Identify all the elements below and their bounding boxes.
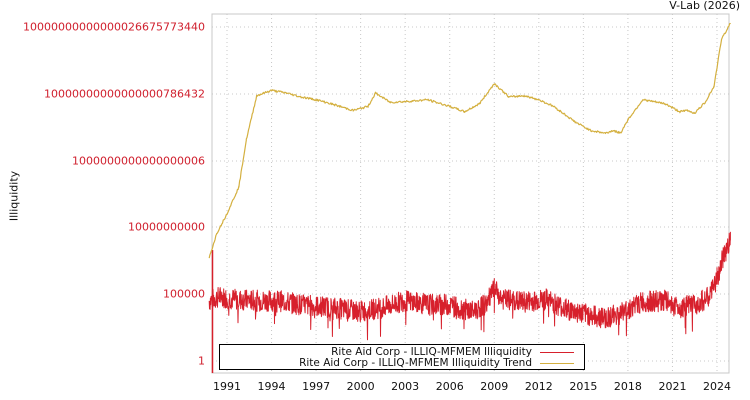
- y-tick-label: 1000000000000000006: [72, 154, 205, 168]
- illiquidity-line: [208, 231, 731, 341]
- legend-label: Rite Aid Corp - ILLIQ-MFMEM Illiquidity …: [299, 357, 532, 369]
- legend-swatch-red: [540, 351, 574, 353]
- y-tick-label: 1: [198, 354, 205, 368]
- y-tick-label: 10000000000000000786432: [44, 87, 205, 101]
- x-tick-label: 2006: [435, 380, 464, 393]
- chart-credit: V-Lab (2026): [669, 0, 740, 12]
- gridlines: [212, 14, 729, 373]
- legend-item-illiquidity: Rite Aid Corp - ILLIQ-MFMEM Illiquidity: [331, 346, 574, 358]
- legend-label: Rite Aid Corp - ILLIQ-MFMEM Illiquidity: [331, 346, 532, 358]
- x-tick-label: 2000: [346, 380, 375, 393]
- x-tick-label: 2012: [524, 380, 553, 393]
- series-lines: [208, 22, 732, 341]
- y-tick-label: 10000000000000026675773440: [23, 20, 205, 34]
- x-tick-label: 1991: [213, 380, 241, 393]
- x-tick-label: 2009: [480, 380, 509, 393]
- x-tick-label: 2024: [703, 380, 731, 393]
- x-tick-label: 1994: [257, 380, 286, 393]
- x-tick-label: 2015: [569, 380, 598, 393]
- plot-frame: [211, 13, 730, 374]
- x-tick-label: 2003: [391, 380, 420, 393]
- legend-swatch-gold: [540, 362, 574, 364]
- x-tick-label: 1997: [302, 380, 331, 393]
- legend-item-trend: Rite Aid Corp - ILLIQ-MFMEM Illiquidity …: [299, 357, 574, 369]
- y-tick-label: 10000000000: [128, 220, 205, 234]
- illiquidity-trend-line: [208, 22, 732, 259]
- x-tick-label: 2018: [613, 380, 642, 393]
- chart-legend: Rite Aid Corp - ILLIQ-MFMEM Illiquidity …: [219, 344, 585, 370]
- x-tick-label: 2021: [658, 380, 687, 393]
- y-tick-label: 100000: [163, 287, 205, 301]
